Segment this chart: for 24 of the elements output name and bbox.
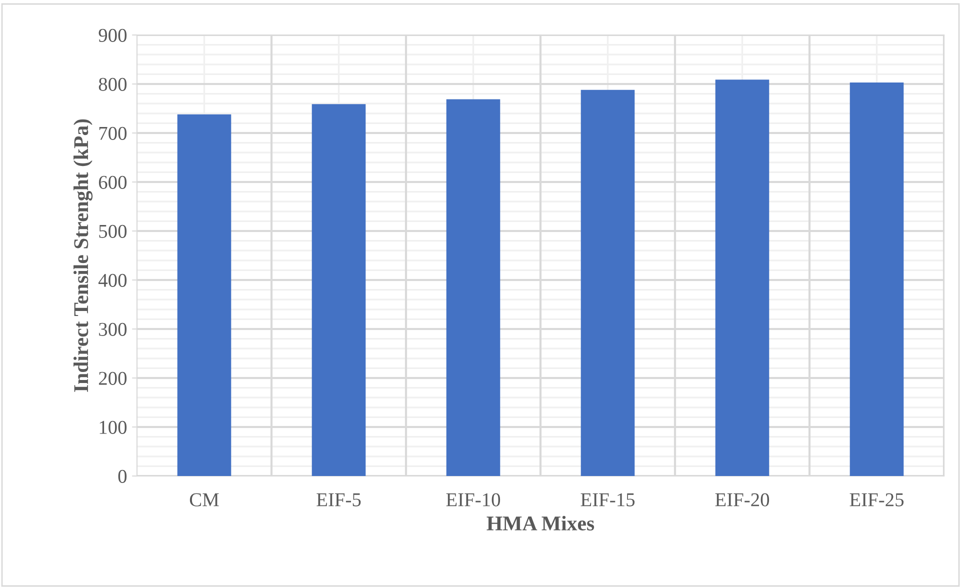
x-tick-label: EIF-15 bbox=[580, 493, 635, 506]
y-tick-label: 0 bbox=[118, 470, 127, 483]
bar bbox=[177, 114, 232, 476]
y-tick-label: 300 bbox=[99, 322, 127, 336]
x-axis-title: HMA Mixes bbox=[486, 516, 594, 531]
y-tick-label: 600 bbox=[98, 176, 127, 189]
bar bbox=[580, 90, 635, 476]
y-tick-label: 700 bbox=[99, 126, 127, 140]
bar bbox=[850, 82, 904, 476]
y-tick-label: 900 bbox=[98, 28, 127, 42]
x-tick-label: EIF-25 bbox=[850, 493, 904, 506]
y-tick-label: 500 bbox=[99, 224, 127, 238]
y-tick-label: 100 bbox=[100, 420, 127, 434]
x-tick-label: EIF-20 bbox=[715, 493, 770, 506]
x-tick-label: EIF-10 bbox=[446, 493, 500, 506]
y-tick-label: 200 bbox=[98, 372, 127, 385]
bar bbox=[715, 80, 770, 476]
bar bbox=[312, 104, 366, 476]
x-tick-label: CM bbox=[190, 493, 219, 506]
y-tick-label: 800 bbox=[98, 78, 127, 91]
x-tick-label: EIF-5 bbox=[316, 493, 361, 506]
y-tick-label: 400 bbox=[98, 274, 127, 287]
bar bbox=[446, 99, 500, 476]
y-axis-title: Indirect Tensile Strenght (kPa) bbox=[74, 119, 93, 392]
